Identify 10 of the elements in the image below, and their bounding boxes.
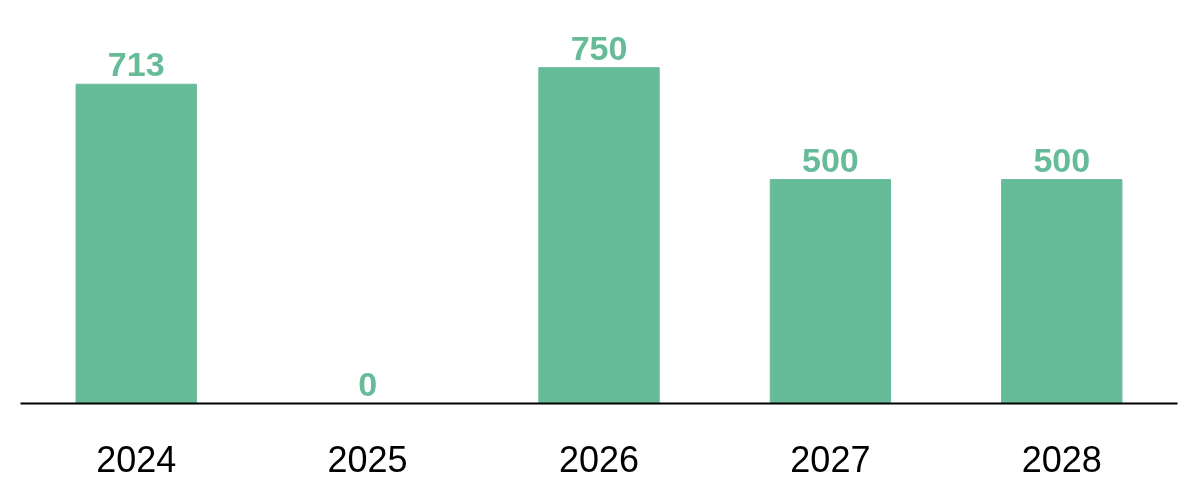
data-label: 0 xyxy=(358,364,378,403)
x-tick-label: 2028 xyxy=(1021,438,1102,480)
data-label: 500 xyxy=(1033,140,1091,179)
x-tick-label: 2027 xyxy=(790,438,871,480)
x-tick-label: 2026 xyxy=(558,438,640,480)
data-label: 500 xyxy=(802,140,859,179)
data-label: 713 xyxy=(107,45,165,84)
x-tick-label: 2025 xyxy=(327,438,408,480)
x-tick-label: 2024 xyxy=(96,438,177,480)
data-label: 750 xyxy=(570,28,628,67)
